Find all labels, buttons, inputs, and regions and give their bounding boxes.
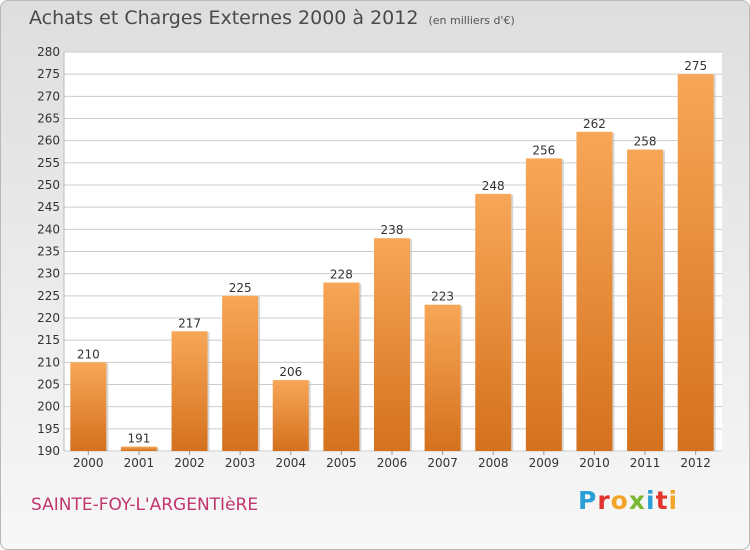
- logo-letter: o: [610, 486, 629, 515]
- bar: [323, 282, 360, 451]
- bar: [576, 131, 613, 452]
- data-label: 228: [330, 268, 353, 282]
- logo-letter: P: [578, 486, 598, 515]
- data-label: 225: [229, 281, 252, 295]
- bar: [222, 295, 259, 451]
- chart-title-text: Achats et Charges Externes 2000 à 2012: [29, 7, 419, 29]
- y-tick-label: 220: [37, 311, 60, 325]
- logo-letter: i: [646, 486, 656, 515]
- bar: [272, 380, 309, 451]
- data-label: 191: [127, 432, 150, 446]
- logo-letter: r: [597, 486, 611, 515]
- data-label: 262: [583, 117, 606, 131]
- y-tick-label: 245: [37, 200, 60, 214]
- x-tick-label: 2004: [275, 456, 306, 470]
- bar: [171, 331, 208, 451]
- bars-layer: [70, 74, 716, 452]
- data-label: 238: [381, 223, 404, 237]
- y-tick-label: 255: [37, 156, 60, 170]
- y-tick-label: 225: [37, 289, 60, 303]
- y-tick-label: 205: [37, 378, 60, 392]
- data-label: 248: [482, 179, 505, 193]
- x-tick-label: 2010: [579, 456, 610, 470]
- data-label: 256: [532, 143, 555, 157]
- y-tick-label: 240: [37, 222, 60, 236]
- x-tick-label: 2012: [680, 456, 711, 470]
- logo-letter: t: [655, 486, 669, 515]
- x-tick-label: 2000: [73, 456, 104, 470]
- y-tick-label: 200: [37, 400, 60, 414]
- x-tick-label: 2001: [124, 456, 155, 470]
- x-tick-label: 2006: [377, 456, 408, 470]
- labels-layer: 190 195 200 205 210 215 220 225 230 235 240 245 250 2…: [37, 45, 711, 470]
- y-tick-label: 265: [37, 112, 60, 126]
- bar: [525, 158, 562, 451]
- bar: [120, 446, 157, 451]
- data-label: 210: [77, 347, 100, 361]
- bar: [677, 74, 714, 452]
- y-tick-label: 260: [37, 134, 60, 148]
- y-tick-label: 235: [37, 245, 60, 259]
- y-tick-label: 250: [37, 178, 60, 192]
- x-tick-label: 2011: [630, 456, 661, 470]
- data-label: 275: [684, 59, 707, 73]
- data-label: 223: [431, 290, 454, 304]
- y-tick-label: 210: [37, 355, 60, 369]
- proxiti-logo: Proxiti: [578, 486, 678, 515]
- chart-title: Achats et Charges Externes 2000 à 2012 (e…: [29, 7, 515, 29]
- y-tick-label: 195: [37, 422, 60, 436]
- commune-name: SAINTE-FOY-L'ARGENTIèRE: [31, 495, 259, 515]
- bar: [424, 304, 461, 451]
- x-tick-label: 2009: [529, 456, 560, 470]
- chart-subtitle: (en milliers d'€): [428, 14, 515, 27]
- logo-letter: i: [668, 486, 679, 515]
- bar: [374, 238, 410, 451]
- y-tick-label: 215: [37, 333, 60, 347]
- data-label: 217: [178, 316, 201, 330]
- y-tick-label: 280: [37, 45, 60, 59]
- y-tick-label: 190: [37, 444, 60, 458]
- logo-letter: x: [628, 486, 646, 515]
- bar: [475, 193, 512, 451]
- bar: [70, 362, 107, 451]
- x-tick-label: 2003: [225, 456, 256, 470]
- bar: [627, 149, 664, 452]
- x-tick-label: 2005: [326, 456, 357, 470]
- x-tick-label: 2007: [427, 456, 458, 470]
- y-tick-label: 230: [37, 267, 60, 281]
- y-tick-label: 275: [37, 67, 60, 81]
- x-tick-label: 2008: [478, 456, 509, 470]
- x-tick-label: 2002: [174, 456, 205, 470]
- data-label: 206: [279, 365, 302, 379]
- y-tick-label: 270: [37, 89, 60, 103]
- data-label: 258: [634, 135, 657, 149]
